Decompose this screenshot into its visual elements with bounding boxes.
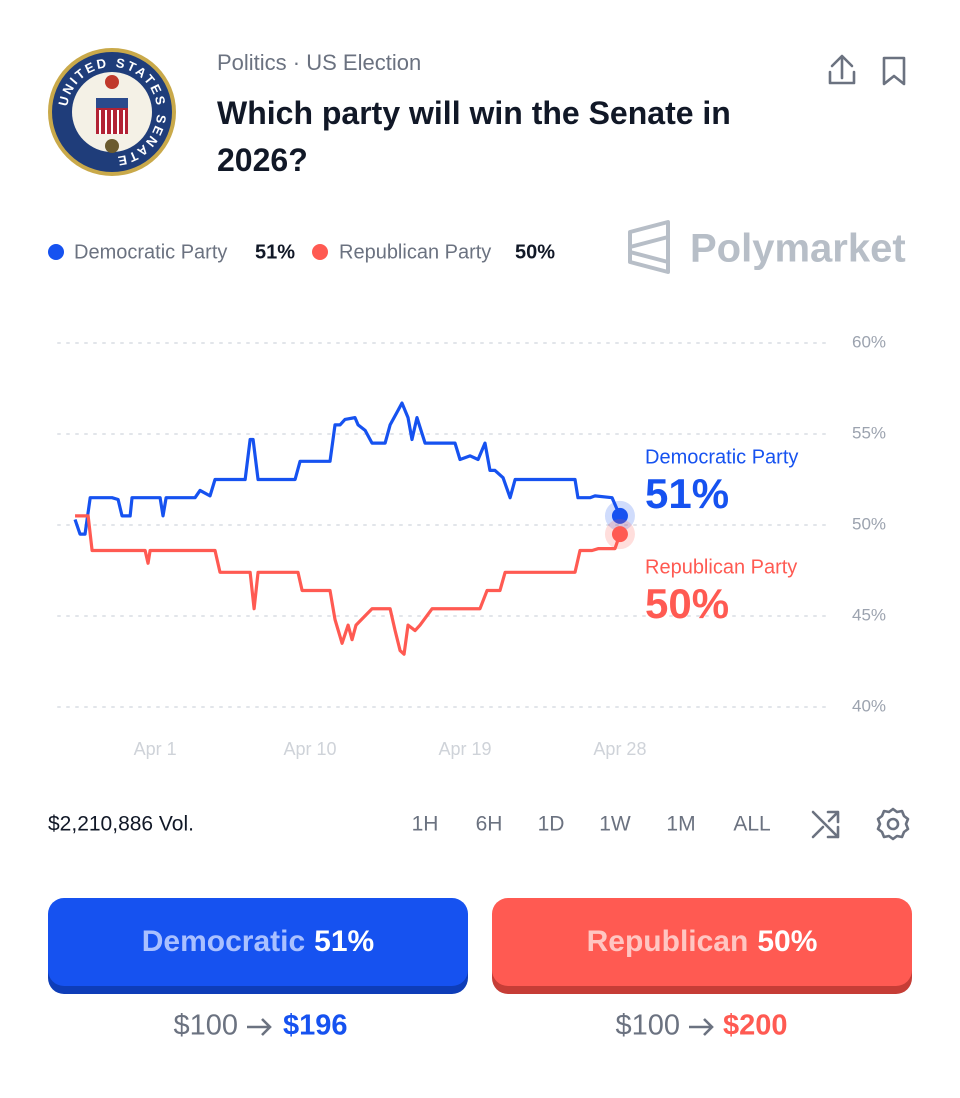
arrow bbox=[247, 1018, 272, 1036]
end-value: 51% bbox=[645, 470, 729, 517]
share-icon[interactable] bbox=[828, 54, 856, 85]
button-outcome: Democratic bbox=[142, 925, 305, 958]
legend: Democratic Party 51% Republican Party 50… bbox=[48, 241, 555, 263]
payout: $196 bbox=[283, 1010, 348, 1042]
legend-label: Democratic Party bbox=[74, 241, 227, 263]
y-tick-label: 60% bbox=[852, 332, 886, 351]
volume: $2,210,886 Vol. bbox=[48, 813, 194, 836]
shuffle-icon[interactable] bbox=[811, 810, 840, 839]
brand: Polymarket bbox=[628, 220, 906, 274]
time-range[interactable]: ALL bbox=[733, 813, 770, 836]
legend-label: Republican Party bbox=[339, 241, 491, 263]
button-outcome: Republican bbox=[587, 925, 749, 958]
x-tick-label: Apr 10 bbox=[284, 739, 337, 759]
legend-dot bbox=[312, 244, 328, 260]
button-label: Republican 50% bbox=[587, 925, 818, 958]
button-price: 50% bbox=[757, 925, 817, 958]
x-tick-label: Apr 19 bbox=[438, 739, 491, 759]
y-tick-label: 50% bbox=[852, 514, 886, 533]
legend-value: 50% bbox=[515, 241, 555, 263]
brand-name: Polymarket bbox=[690, 227, 906, 271]
time-range[interactable]: 6H bbox=[476, 813, 503, 836]
chart: 40% 45% 50% 55% 60% Apr 1 Apr 10 Apr 19 Apr 28 De… bbox=[57, 332, 886, 759]
series-line bbox=[73, 401, 622, 536]
button-label: Democratic 51% bbox=[142, 925, 374, 958]
y-tick-label: 45% bbox=[852, 605, 886, 624]
end-value: 50% bbox=[645, 580, 729, 627]
legend-value: 51% bbox=[255, 241, 295, 263]
settings-icon[interactable] bbox=[876, 807, 910, 841]
buy-republican-button[interactable]: Republican 50% bbox=[492, 898, 912, 994]
bookmark-icon[interactable] bbox=[882, 56, 906, 86]
arrow bbox=[689, 1018, 714, 1036]
x-tick-label: Apr 28 bbox=[593, 739, 646, 759]
end-dot bbox=[611, 507, 628, 524]
x-tick-label: Apr 1 bbox=[134, 739, 177, 759]
stake: $100 bbox=[173, 1010, 238, 1042]
time-range[interactable]: 1H bbox=[412, 813, 439, 836]
market-title: Which party will win the Senate in 2026? bbox=[217, 95, 731, 178]
payout: $200 bbox=[723, 1010, 788, 1042]
seal: UNITED STATES SENATE bbox=[48, 48, 176, 176]
end-dot bbox=[611, 526, 628, 543]
time-range[interactable]: 1W bbox=[599, 813, 631, 836]
y-tick-label: 40% bbox=[852, 696, 886, 715]
category: Politics · US Election bbox=[217, 50, 421, 75]
end-label: Republican Party bbox=[645, 556, 797, 578]
time-range[interactable]: 1D bbox=[538, 813, 565, 836]
legend-dot bbox=[48, 244, 64, 260]
time-ranges: 1H 6H 1D 1W 1M ALL bbox=[412, 813, 771, 836]
end-label: Democratic Party bbox=[645, 446, 798, 468]
button-price: 51% bbox=[314, 925, 374, 958]
y-tick-label: 55% bbox=[852, 423, 886, 442]
stake: $100 bbox=[615, 1010, 680, 1042]
series-line bbox=[75, 514, 622, 656]
time-range[interactable]: 1M bbox=[666, 813, 695, 836]
buy-democratic-button[interactable]: Democratic 51% bbox=[48, 898, 468, 994]
